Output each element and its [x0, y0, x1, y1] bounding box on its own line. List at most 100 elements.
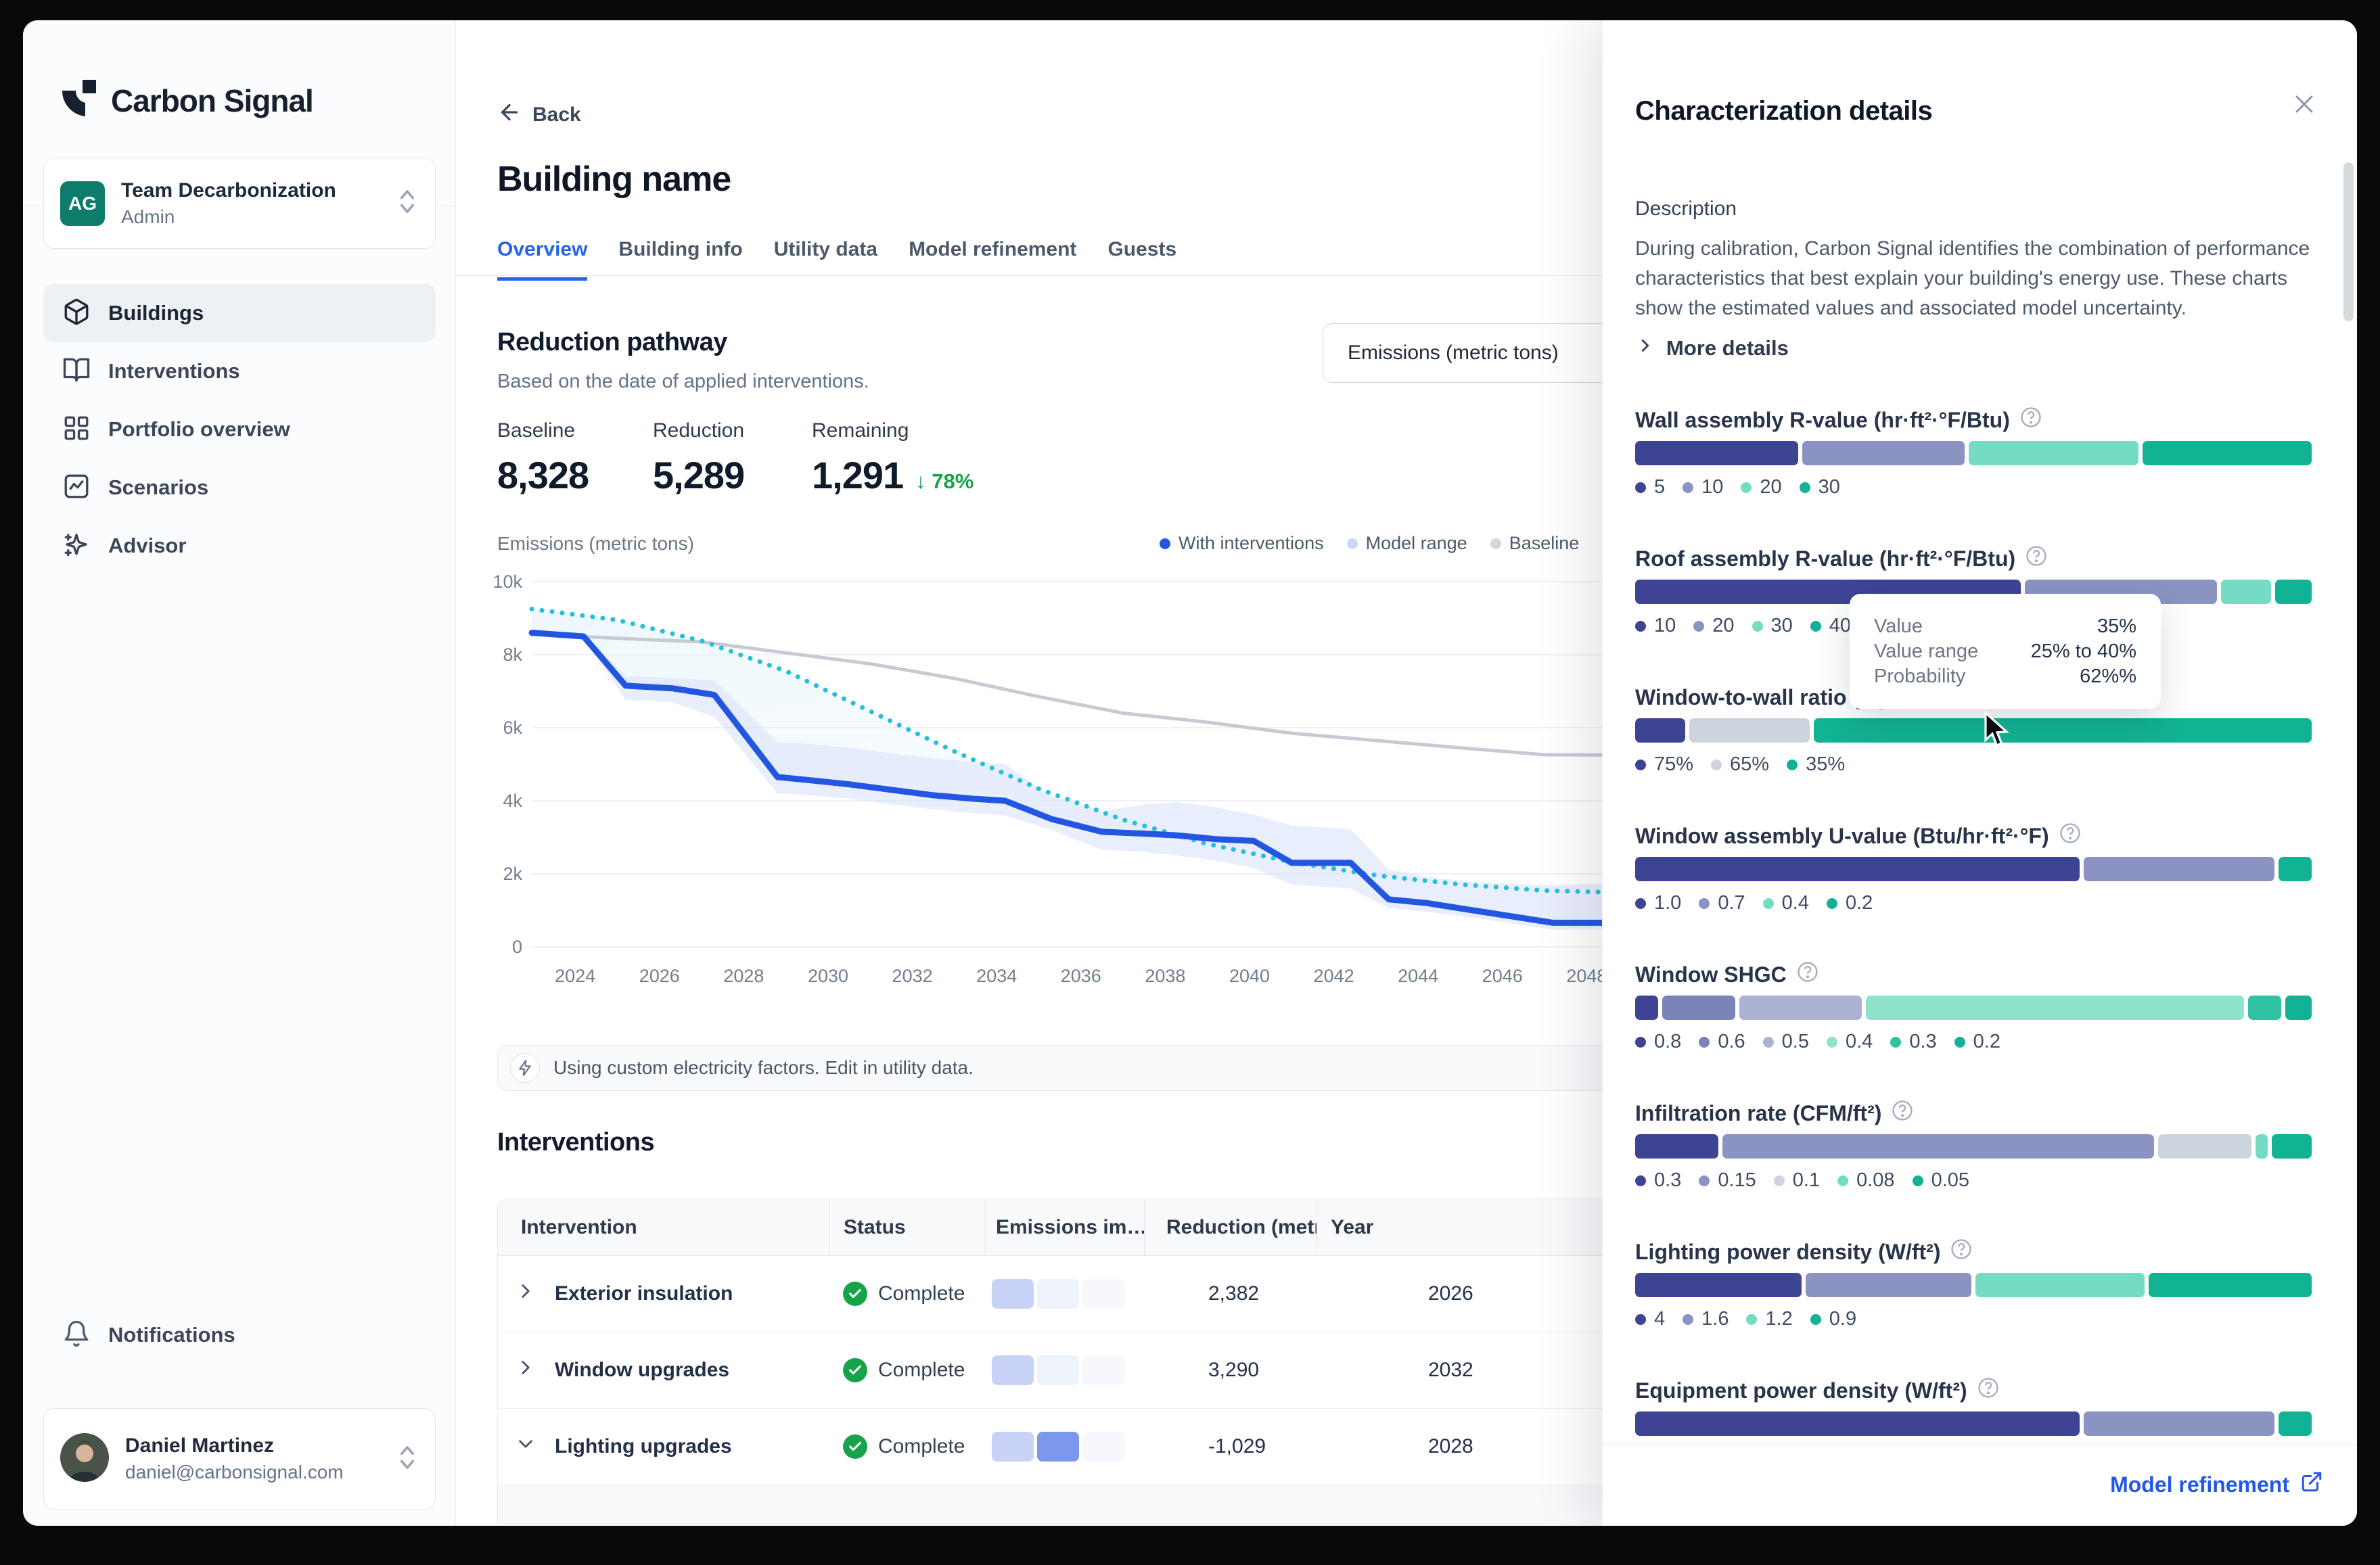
chevron-right-icon[interactable]: [514, 1280, 537, 1308]
distribution-segment: [2247, 996, 2281, 1020]
table-row-exterior-insulation[interactable]: Exterior insulation Complete 2,382 2026: [498, 1256, 1850, 1332]
tab-overview[interactable]: Overview: [497, 238, 588, 281]
distribution-bar[interactable]: [1635, 441, 2312, 465]
distribution-segment: [1866, 996, 2244, 1020]
svg-text:2046: 2046: [1482, 966, 1523, 986]
tab-utility-data[interactable]: Utility data: [773, 238, 878, 260]
characteristic-legend-item: 0.5: [1762, 1031, 1809, 1053]
distribution-bar[interactable]: [1635, 718, 2312, 743]
characteristic-legend-item: 0.2: [1826, 892, 1873, 914]
impact-segment: [1037, 1355, 1079, 1385]
impact-segment: [1037, 1432, 1079, 1462]
user-menu[interactable]: Daniel Martinez daniel@carbonsignal.com: [43, 1408, 436, 1510]
distribution-bar[interactable]: [1635, 1273, 2312, 1297]
svg-text:2040: 2040: [1229, 966, 1270, 986]
year-value: 2032: [1428, 1359, 1473, 1381]
chevron-right-icon[interactable]: [514, 1356, 537, 1384]
characteristic-legend: 4 1.6 1.2 0.9: [1635, 1308, 1856, 1330]
chevron-updown-icon: [396, 187, 419, 220]
sidebar-item-interventions[interactable]: Interventions: [43, 342, 436, 400]
column-header: Reduction (metric t…: [1144, 1199, 1317, 1255]
distribution-segment: [1805, 1273, 1971, 1297]
svg-text:2036: 2036: [1061, 966, 1101, 986]
legend-dot: [1160, 538, 1170, 549]
back-button[interactable]: Back: [497, 100, 581, 130]
help-icon[interactable]: [1891, 1099, 1914, 1127]
impact-segment: [992, 1279, 1034, 1309]
panel-scrollbar[interactable]: [2343, 162, 2354, 321]
characteristic-legend-item: 1.6: [1683, 1308, 1729, 1330]
column-header: Intervention: [521, 1215, 637, 1238]
column-header: Emissions im…: [985, 1199, 1144, 1255]
distribution-segment: [2255, 1134, 2268, 1159]
tab-building-info[interactable]: Building info: [618, 238, 743, 260]
impact-segment: [992, 1432, 1034, 1462]
distribution-bar[interactable]: [1635, 1134, 2312, 1159]
legend-item-model-range: Model range: [1346, 533, 1467, 554]
distribution-segment: [2084, 857, 2274, 881]
close-icon[interactable]: [2288, 88, 2320, 120]
help-icon[interactable]: [2019, 406, 2042, 434]
svg-text:8k: 8k: [503, 645, 522, 665]
carbon-signal-logo-icon: [62, 80, 96, 121]
description-label: Description: [1635, 197, 1737, 220]
distribution-bar[interactable]: [1635, 1411, 2312, 1436]
table-row-lighting-upgrades[interactable]: Lighting upgrades Complete -1,029 2028: [498, 1409, 1850, 1485]
back-label: Back: [532, 103, 581, 126]
app-window: Carbon Signal AG Team Decarbonization Ad…: [23, 20, 2357, 1526]
characteristic-legend-item: 0.4: [1762, 892, 1809, 914]
help-icon[interactable]: [1950, 1238, 1973, 1266]
page-title: Building name: [497, 160, 731, 199]
sidebar-item-advisor[interactable]: Advisor: [43, 517, 436, 575]
chevron-right-icon: [1635, 335, 1655, 361]
help-icon[interactable]: [1796, 960, 1819, 989]
characteristic-legend: 0.3 0.15 0.1 0.08 0.05: [1635, 1169, 1969, 1192]
sidebar-item-label: Advisor: [108, 534, 187, 557]
notifications-button[interactable]: Notifications: [43, 1313, 436, 1357]
reduction-pathway-chart: 0 2k 4k 6k 8k 10k 2024 2026 2028 2030 2032 2034 2036…: [483, 561, 1647, 1001]
more-details-toggle[interactable]: More details: [1635, 335, 1789, 361]
svg-text:2026: 2026: [639, 966, 680, 986]
reduction-stats: Baseline 8,328 Reduction 5,289 Remaining…: [497, 419, 1096, 497]
stat-delta: ↓ 78%: [915, 469, 974, 493]
tab-bar-divider: [456, 275, 2357, 276]
stat-label: Reduction: [653, 419, 745, 442]
chevron-down-icon[interactable]: [514, 1432, 537, 1461]
sidebar-item-buildings[interactable]: Buildings: [43, 284, 436, 342]
distribution-segment: [1635, 718, 1686, 743]
emissions-impact-bar: [985, 1409, 1144, 1485]
distribution-segment: [1722, 1134, 2154, 1159]
distribution-bar[interactable]: [1635, 996, 2312, 1020]
app-logo: Carbon Signal: [62, 80, 314, 121]
reduction-pathway-subtitle: Based on the date of applied interventio…: [497, 371, 869, 392]
distribution-bar[interactable]: [1635, 857, 2312, 881]
notifications-label: Notifications: [108, 1323, 235, 1347]
help-icon[interactable]: [2025, 544, 2048, 573]
model-refinement-link[interactable]: Model refinement: [2110, 1470, 2323, 1499]
sidebar-item-portfolio-overview[interactable]: Portfolio overview: [43, 400, 436, 459]
characteristic-equipment-power-density-w-ft: Equipment power density (W/ft²): [1635, 1376, 2312, 1515]
distribution-segment: [1635, 996, 1659, 1020]
table-row-window-upgrades[interactable]: Window upgrades Complete 3,290 2032: [498, 1332, 1850, 1409]
status-check-icon: [843, 1434, 867, 1459]
intervention-name: Lighting upgrades: [555, 1435, 732, 1457]
tooltip-row: Value range 25% to 40%: [1874, 640, 2136, 662]
stat-value: 1,291: [812, 454, 904, 496]
impact-segment: [992, 1355, 1034, 1385]
tab-model-refinement[interactable]: Model refinement: [909, 238, 1077, 260]
characteristic-legend-item: 0.08: [1837, 1169, 1895, 1192]
sidebar-item-scenarios[interactable]: Scenarios: [43, 459, 436, 517]
help-icon[interactable]: [2059, 822, 2082, 850]
tab-guests[interactable]: Guests: [1107, 238, 1177, 260]
emissions-impact-bar: [985, 1332, 1144, 1408]
characteristic-legend-item: 10: [1635, 615, 1676, 637]
status-label: Complete: [878, 1282, 965, 1305]
team-switcher[interactable]: AG Team Decarbonization Admin: [43, 158, 436, 249]
status-label: Complete: [878, 1359, 965, 1381]
tooltip-row: Probability 62%%: [1874, 665, 2136, 687]
characteristic-legend-item: 30: [1799, 476, 1840, 498]
help-icon[interactable]: [1977, 1376, 2000, 1405]
distribution-segment: [1969, 441, 2138, 465]
svg-text:2032: 2032: [892, 966, 933, 986]
